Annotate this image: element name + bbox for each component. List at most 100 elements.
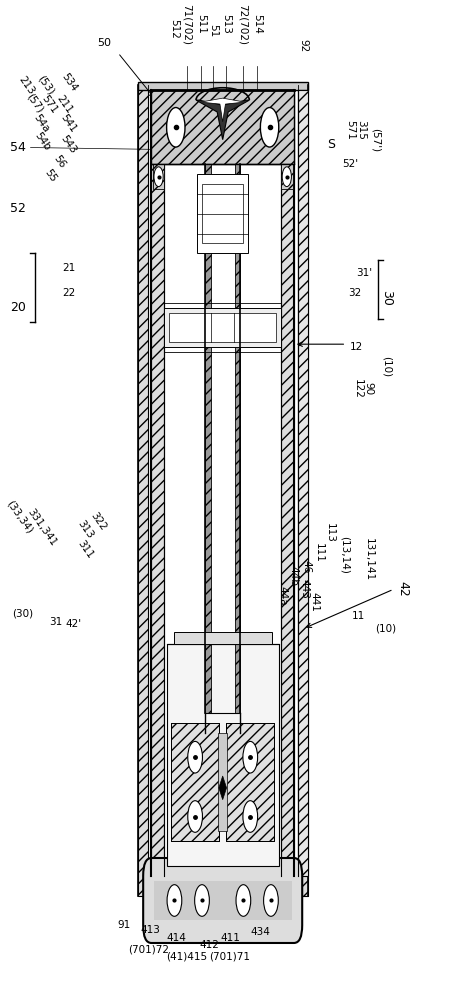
Text: 514: 514 xyxy=(252,14,262,34)
Text: 513: 513 xyxy=(221,14,231,34)
Circle shape xyxy=(282,167,291,187)
Text: 213: 213 xyxy=(16,74,36,96)
Text: 111: 111 xyxy=(314,543,324,563)
Text: 131,141: 131,141 xyxy=(363,538,373,581)
Bar xyxy=(164,308,281,347)
Text: 72(702): 72(702) xyxy=(238,4,248,45)
Text: 412: 412 xyxy=(200,940,220,950)
Circle shape xyxy=(166,108,185,147)
Bar xyxy=(171,723,219,841)
Text: 411: 411 xyxy=(220,933,241,943)
Text: 46: 46 xyxy=(301,560,311,573)
Text: 443: 443 xyxy=(299,579,309,599)
Text: 92: 92 xyxy=(298,39,308,52)
Text: 52: 52 xyxy=(10,202,26,215)
Text: 42': 42' xyxy=(65,619,82,629)
Text: 113: 113 xyxy=(325,523,334,543)
FancyBboxPatch shape xyxy=(146,888,300,912)
Circle shape xyxy=(188,741,202,773)
Bar xyxy=(169,313,277,342)
Text: 54b: 54b xyxy=(32,131,52,153)
Text: 44b: 44b xyxy=(289,566,299,586)
Circle shape xyxy=(154,167,163,187)
FancyBboxPatch shape xyxy=(143,858,302,943)
Text: 541: 541 xyxy=(59,113,78,135)
Text: (57'): (57') xyxy=(370,128,380,152)
Text: 54a: 54a xyxy=(31,112,51,134)
Text: (41)415: (41)415 xyxy=(166,952,207,962)
Text: 91: 91 xyxy=(117,920,130,930)
Circle shape xyxy=(236,885,251,916)
Bar xyxy=(154,881,292,920)
Text: 55: 55 xyxy=(42,168,58,184)
Bar xyxy=(281,164,293,189)
Text: 30: 30 xyxy=(380,290,393,306)
Bar xyxy=(281,90,294,876)
Text: 313: 313 xyxy=(76,518,95,540)
Bar xyxy=(166,644,279,866)
Text: 90: 90 xyxy=(363,382,373,395)
Text: 12: 12 xyxy=(350,342,364,352)
Bar xyxy=(226,723,274,841)
Text: 331,341: 331,341 xyxy=(26,506,59,548)
Bar xyxy=(152,90,294,164)
Circle shape xyxy=(260,108,279,147)
Text: 31: 31 xyxy=(49,617,63,627)
Bar xyxy=(235,164,240,713)
Text: (30): (30) xyxy=(12,609,33,619)
Text: 414: 414 xyxy=(166,933,186,943)
Text: 571: 571 xyxy=(345,120,355,140)
Text: (10): (10) xyxy=(382,356,392,377)
Text: 22: 22 xyxy=(62,288,75,298)
Text: 42: 42 xyxy=(396,581,409,597)
Bar xyxy=(173,632,272,644)
Bar xyxy=(152,90,164,876)
Text: 20: 20 xyxy=(10,301,26,314)
Text: 51: 51 xyxy=(208,24,218,38)
Bar xyxy=(298,85,307,896)
Polygon shape xyxy=(201,98,245,122)
Text: 11: 11 xyxy=(352,611,365,621)
Text: (33,34): (33,34) xyxy=(5,499,35,535)
Bar xyxy=(205,164,211,713)
Text: (57): (57) xyxy=(25,92,45,115)
Text: 413: 413 xyxy=(140,925,160,935)
Text: 534: 534 xyxy=(60,71,79,93)
Bar xyxy=(197,174,248,253)
Text: (701)71: (701)71 xyxy=(209,952,250,962)
Text: 434: 434 xyxy=(250,927,270,937)
Text: S: S xyxy=(328,138,336,151)
Circle shape xyxy=(167,885,182,916)
Text: 32: 32 xyxy=(348,288,361,298)
Text: 511: 511 xyxy=(196,14,206,34)
Text: 54: 54 xyxy=(10,141,26,154)
Text: 512: 512 xyxy=(170,19,179,39)
Circle shape xyxy=(243,801,258,832)
Text: (53): (53) xyxy=(35,74,56,97)
Text: 31': 31' xyxy=(356,268,372,278)
Circle shape xyxy=(195,885,209,916)
Text: 50: 50 xyxy=(97,38,111,48)
Circle shape xyxy=(188,801,202,832)
Text: (13,14): (13,14) xyxy=(339,536,349,574)
Bar xyxy=(211,164,235,713)
Bar xyxy=(171,723,219,841)
Text: 71(702): 71(702) xyxy=(182,4,192,45)
Text: 311: 311 xyxy=(76,539,95,561)
Text: 56: 56 xyxy=(52,153,67,170)
Text: 571: 571 xyxy=(39,93,59,115)
Bar xyxy=(138,85,148,896)
Bar xyxy=(218,733,227,831)
Circle shape xyxy=(264,885,278,916)
Text: 315: 315 xyxy=(356,120,366,140)
Text: 211: 211 xyxy=(54,93,74,115)
Polygon shape xyxy=(219,776,226,800)
Circle shape xyxy=(243,741,258,773)
Bar xyxy=(226,723,274,841)
Text: (701)72: (701)72 xyxy=(128,945,169,955)
Bar xyxy=(153,164,164,189)
Bar xyxy=(138,82,307,90)
Text: 543: 543 xyxy=(59,134,78,156)
Text: (10): (10) xyxy=(375,624,396,634)
Bar xyxy=(202,184,243,243)
